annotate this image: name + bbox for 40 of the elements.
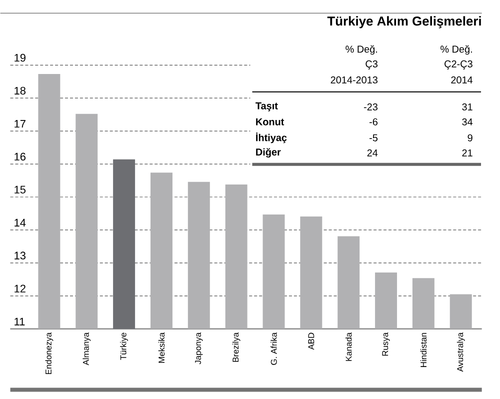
y-tick-label: 16 bbox=[14, 152, 26, 161]
x-tick-label: Brezilya bbox=[232, 332, 240, 362]
x-tick-label: ABD bbox=[308, 332, 314, 350]
annotation: İhtiyaç bbox=[256, 132, 287, 144]
y-tick-label: 17 bbox=[14, 120, 26, 128]
y-tick-label: 13 bbox=[14, 252, 26, 260]
x-tick-label: Hindistan bbox=[420, 333, 427, 368]
x-tick-label: G. Afrika bbox=[270, 332, 277, 365]
annotation: Ç2-Ç3 bbox=[444, 60, 472, 70]
annotation: 9 bbox=[468, 134, 472, 142]
annotation: 24 bbox=[367, 149, 378, 156]
x-tick-label: Almanya bbox=[82, 332, 91, 366]
y-tick-label: 15 bbox=[14, 186, 26, 194]
x-tick-label: Endonezya bbox=[45, 332, 54, 374]
x-tick-label: Türkiye bbox=[120, 332, 128, 360]
annotation: Ç3 bbox=[366, 60, 378, 70]
y-tick-label: 12 bbox=[14, 284, 26, 292]
x-tick-label: Rusya bbox=[382, 332, 390, 356]
annotation: -6 bbox=[370, 118, 378, 126]
annotation: 2014-2013 bbox=[330, 76, 378, 84]
text: % Değ. bbox=[440, 45, 472, 55]
x-tick-label: Kanada bbox=[345, 332, 352, 361]
y-tick-label: 19 bbox=[14, 54, 26, 62]
annotation: 21 bbox=[462, 149, 472, 156]
y-tick-label: 14 bbox=[14, 219, 26, 227]
annotation: 2014 bbox=[451, 76, 473, 84]
annotation: 31 bbox=[462, 103, 472, 111]
y-tick-label: 11 bbox=[14, 318, 25, 326]
x-tick-label: Avustralya bbox=[456, 332, 465, 372]
annotation: Konut bbox=[256, 118, 284, 126]
x-tick-label: Meksika bbox=[158, 332, 165, 363]
annotation: Diğer bbox=[256, 148, 281, 158]
text: % Değ. bbox=[346, 45, 377, 55]
annotation: -23 bbox=[364, 103, 378, 111]
x-tick-label: Japonya bbox=[195, 332, 203, 364]
y-tick-label: 18 bbox=[14, 86, 26, 95]
text: Türkiye Akım Gelişmeleri bbox=[327, 16, 481, 28]
annotation: Taşıt bbox=[256, 102, 278, 112]
annotation: -5 bbox=[370, 134, 378, 142]
annotation: 34 bbox=[462, 118, 473, 126]
